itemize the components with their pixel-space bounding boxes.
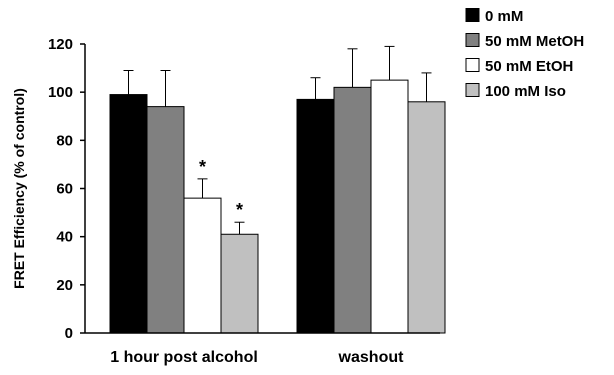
- legend-label: 50 mM MetOH: [485, 33, 584, 50]
- annotations-layer: **: [199, 157, 243, 220]
- x-category-label: 1 hour post alcohol: [110, 349, 258, 366]
- legend-swatch: [465, 58, 480, 72]
- significance-asterisk: *: [199, 157, 206, 177]
- error-bars-layer: [123, 45, 432, 235]
- bars-layer: [109, 79, 446, 334]
- y-tick-label: 120: [48, 36, 73, 53]
- bar: [109, 94, 148, 334]
- legend-label: 50 mM EtOH: [485, 58, 573, 75]
- y-tick-label: 20: [56, 277, 73, 294]
- bar: [220, 233, 259, 334]
- legend-swatch: [465, 33, 480, 47]
- y-tick-label: 100: [48, 84, 73, 101]
- y-tick-label: 0: [65, 325, 73, 342]
- y-ticks-layer: 0 20 40 60 80 100 120: [48, 36, 85, 342]
- legend-swatch: [465, 8, 480, 22]
- x-category-label: washout: [338, 349, 405, 366]
- bar: [333, 86, 372, 334]
- bar: [296, 98, 335, 334]
- y-tick-label: 80: [56, 132, 73, 149]
- y-tick-label: 60: [56, 181, 73, 198]
- significance-asterisk: *: [236, 200, 243, 220]
- bar: [407, 101, 446, 334]
- y-tick-label: 40: [56, 229, 73, 246]
- legend: 0 mM 50 mM MetOH 50 mM EtOH 100 mM Iso: [465, 8, 584, 100]
- legend-swatch: [465, 83, 480, 97]
- bar: [146, 106, 185, 334]
- legend-label: 100 mM Iso: [485, 83, 566, 100]
- bar: [370, 79, 409, 334]
- category-labels-layer: 1 hour post alcohol washout: [110, 349, 404, 366]
- y-axis-label: FRET Efficiency (% of control): [11, 88, 27, 289]
- bar: [183, 197, 222, 334]
- legend-label: 0 mM: [485, 8, 523, 25]
